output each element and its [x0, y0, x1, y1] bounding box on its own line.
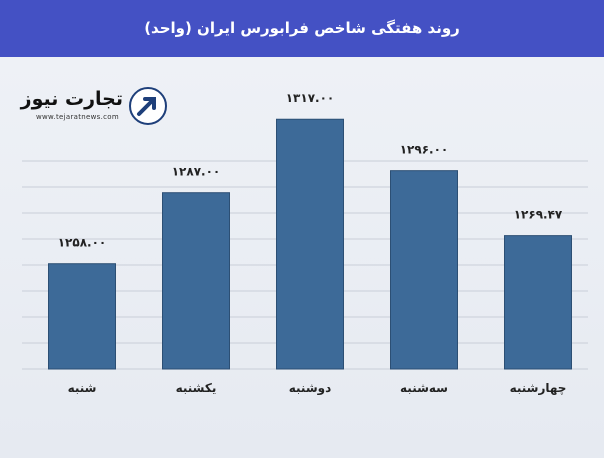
logo-url: www.tejaratnews.com	[36, 113, 119, 121]
logo-name: تجارت نیوز	[20, 88, 123, 110]
value-label: ۱۲۸۷.۰۰	[172, 165, 221, 179]
chart-title: روند هفتگی شاخص فرابورس ایران (واحد)	[144, 19, 460, 37]
bar	[390, 170, 458, 370]
value-label: ۱۲۹۶.۰۰	[400, 143, 449, 157]
brand-logo: تجارت نیوز www.tejaratnews.com	[20, 86, 170, 128]
category-label: دوشنبه	[289, 381, 332, 396]
category-labels: شنبه یکشنبه دوشنبه سه‌شنبه چهارشنبه	[68, 381, 567, 396]
logo-arrow-icon	[129, 87, 167, 125]
value-label: ۱۳۱۷.۰۰	[286, 91, 335, 105]
chart-svg: ۱۲۵۸.۰۰ ۱۲۸۷.۰۰ ۱۳۱۷.۰۰ ۱۲۹۶.۰۰ ۱۲۶۹.۴۷ شنبه…	[22, 91, 588, 396]
bars	[48, 118, 572, 370]
plot-area: ۱۲۵۸.۰۰ ۱۲۸۷.۰۰ ۱۳۱۷.۰۰ ۱۲۹۶.۰۰ ۱۲۶۹.۴۷ شنبه…	[0, 57, 604, 458]
value-label: ۱۲۶۹.۴۷	[514, 208, 563, 222]
title-bar: روند هفتگی شاخص فرابورس ایران (واحد)	[0, 0, 604, 57]
value-labels: ۱۲۵۸.۰۰ ۱۲۸۷.۰۰ ۱۳۱۷.۰۰ ۱۲۹۶.۰۰ ۱۲۶۹.۴۷	[58, 91, 563, 249]
bar	[504, 235, 572, 370]
value-label: ۱۲۵۸.۰۰	[58, 236, 107, 250]
bar	[276, 118, 344, 370]
category-label: چهارشنبه	[510, 381, 567, 395]
bar	[162, 192, 230, 370]
bar	[48, 263, 116, 370]
category-label: سه‌شنبه	[400, 381, 448, 395]
category-label: شنبه	[68, 381, 97, 395]
category-label: یکشنبه	[176, 381, 217, 395]
